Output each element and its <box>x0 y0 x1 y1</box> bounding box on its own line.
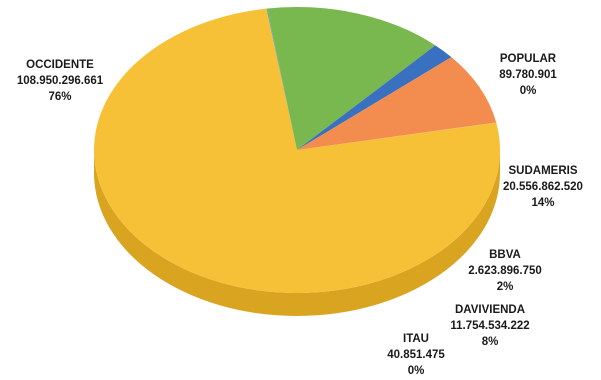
pie-labels: OCCIDENTE 108.950.296.661 76% POPULAR 89.780… <box>17 53 583 377</box>
slice-davivienda <box>297 57 497 150</box>
data-label-itau: ITAU 40.851.475 0% <box>387 333 445 377</box>
data-label-davivienda: DAVIVIENDA 11.754.534.222 8% <box>450 304 529 348</box>
slice-occidente <box>93 8 501 294</box>
pie-slices <box>93 6 501 294</box>
data-label-bbva: BBVA 2.623.896.750 2% <box>468 249 542 293</box>
slice-side-occidente <box>94 150 500 316</box>
data-label-sudameris: SUDAMERIS 20.556.862.520 14% <box>503 165 583 209</box>
slice-itau <box>297 122 497 150</box>
data-label-occidente: OCCIDENTE 108.950.296.661 76% <box>17 59 104 103</box>
slice-sudameris <box>267 6 436 150</box>
slice-popular <box>266 8 297 151</box>
data-label-popular: POPULAR 89.780.901 0% <box>499 53 557 97</box>
pie-depth <box>94 150 500 316</box>
slice-bbva <box>297 45 452 150</box>
